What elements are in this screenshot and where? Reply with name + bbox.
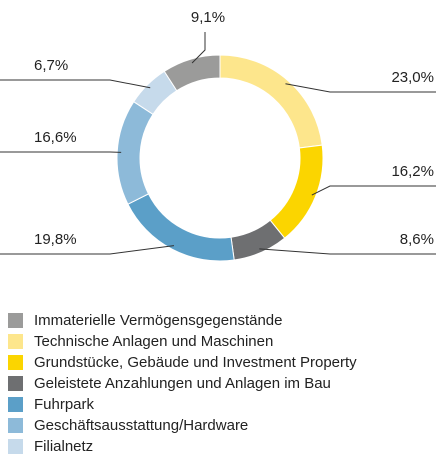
legend-label: Filialnetz [34,438,93,455]
legend-label: Grundstücke, Gebäude und Investment Prop… [34,354,357,371]
legend-swatch [8,418,23,433]
leader-line [285,83,436,93]
donut-slice [133,70,178,115]
legend-swatch [8,376,23,391]
legend-label: Geleistete Anzahlungen und Anlagen im Ba… [34,375,331,392]
value-label: 8,6% [400,231,434,248]
legend-swatch [8,334,23,349]
leader-line [311,185,436,196]
leader-line [0,245,175,255]
legend-swatch [8,313,23,328]
legend-label: Geschäftsausstattung/Hardware [34,417,248,434]
legend-label: Immaterielle Vermögensgegenstände [34,312,282,329]
legend-swatch [8,439,23,454]
value-label: 16,6% [34,129,77,146]
donut-slice [116,101,154,205]
donut-slice [127,193,235,262]
legend-label: Fuhrpark [34,396,95,413]
value-label: 19,8% [34,231,77,248]
donut-slice [269,144,324,239]
value-label: 9,1% [191,9,225,26]
legend-swatch [8,397,23,412]
leader-line [191,32,206,64]
value-label: 6,7% [34,57,68,74]
leader-line [259,248,436,255]
value-label: 23,0% [391,69,434,86]
legend-swatch [8,355,23,370]
leader-line [0,79,151,89]
value-label: 16,2% [391,163,434,180]
donut-slice [219,54,323,149]
legend-label: Technische Anlagen und Maschinen [34,333,273,350]
